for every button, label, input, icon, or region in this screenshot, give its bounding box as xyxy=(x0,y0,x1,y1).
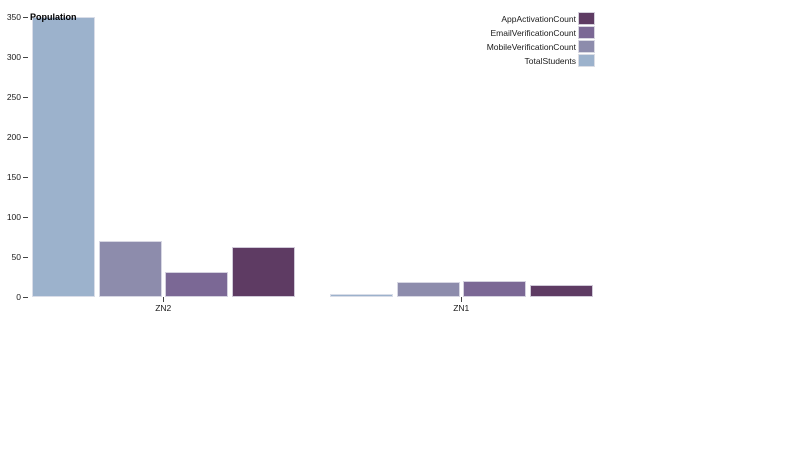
y-tick-mark xyxy=(23,17,28,18)
y-axis-title: Population xyxy=(30,12,77,22)
legend-item-TotalStudents: TotalStudents xyxy=(400,54,595,67)
legend-swatch xyxy=(578,40,595,53)
x-tick-label-ZN1: ZN1 xyxy=(453,303,470,313)
bar-ZN1-AppActivationCount xyxy=(529,285,593,297)
x-tick-mark xyxy=(461,297,463,302)
legend-item-MobileVerificationCount: MobileVerificationCount xyxy=(400,40,595,53)
y-tick-mark xyxy=(23,97,28,98)
y-tick-label: 0 xyxy=(16,292,21,302)
legend-label: MobileVerificationCount xyxy=(486,41,576,52)
y-tick-mark xyxy=(23,137,28,138)
y-tick-label: 300 xyxy=(6,52,21,62)
y-tick-mark xyxy=(23,57,28,58)
bar-ZN1-TotalStudents xyxy=(330,293,393,297)
y-tick-label: 100 xyxy=(6,212,21,222)
bar-ZN2-AppActivationCount xyxy=(231,247,295,297)
x-tick-mark xyxy=(163,297,165,302)
bar-ZN2-MobileVerificationCount xyxy=(98,241,162,297)
legend-label: EmailVerificationCount xyxy=(490,27,576,38)
legend-label: TotalStudents xyxy=(524,55,576,66)
legend-item-EmailVerificationCount: EmailVerificationCount xyxy=(400,26,595,39)
y-tick-mark xyxy=(23,217,28,218)
y-tick-label: 350 xyxy=(6,12,21,22)
legend: AppActivationCount EmailVerificationCount… xyxy=(400,12,595,68)
y-tick-mark xyxy=(23,177,28,178)
legend-swatch xyxy=(578,12,595,25)
y-tick-label: 50 xyxy=(11,252,21,262)
bar-ZN1-EmailVerificationCount xyxy=(463,281,526,297)
bar-ZN1-MobileVerificationCount xyxy=(396,281,460,297)
legend-swatch xyxy=(578,26,595,39)
bar-ZN2-TotalStudents xyxy=(32,17,95,297)
x-tick-label-ZN2: ZN2 xyxy=(155,303,172,313)
bar-ZN2-EmailVerificationCount xyxy=(165,272,228,297)
y-tick-label: 150 xyxy=(6,172,21,182)
legend-swatch xyxy=(578,54,595,67)
y-tick-label: 200 xyxy=(6,132,21,142)
y-tick-mark xyxy=(23,257,28,258)
legend-label: AppActivationCount xyxy=(501,13,576,24)
legend-item-AppActivationCount: AppActivationCount xyxy=(400,12,595,25)
y-tick-mark xyxy=(23,297,28,298)
y-tick-label: 250 xyxy=(6,92,21,102)
